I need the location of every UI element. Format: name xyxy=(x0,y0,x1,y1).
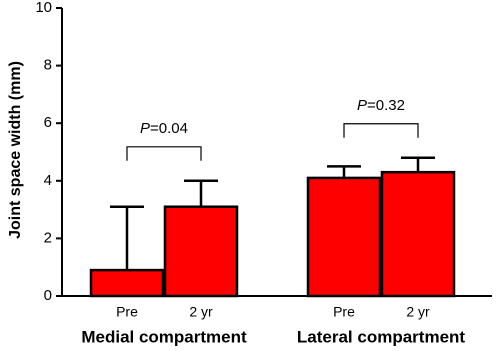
bar xyxy=(306,176,382,298)
p-value-annotation: P=0.32 xyxy=(357,97,405,114)
p-value-annotation: P=0.04 xyxy=(140,120,188,137)
bar xyxy=(380,170,456,298)
bar xyxy=(163,205,239,298)
y-tick-label: 2 xyxy=(44,229,52,246)
y-tick-label: 6 xyxy=(44,114,52,131)
y-tick-label: 0 xyxy=(44,287,52,304)
x-tick-label: 2 yr xyxy=(406,304,430,320)
bar xyxy=(89,268,165,298)
p-value: =0.32 xyxy=(367,97,405,114)
significance-bracket xyxy=(343,123,419,138)
x-tick-label: Pre xyxy=(116,304,138,320)
x-tick-label: 2 yr xyxy=(189,304,213,320)
p-italic: P xyxy=(357,97,367,114)
y-tick-label: 8 xyxy=(44,57,52,74)
significance-bracket xyxy=(126,146,202,161)
y-axis-label: Joint space width (mm) xyxy=(7,61,24,239)
y-tick-label: 4 xyxy=(44,172,52,189)
group-label: Lateral compartment xyxy=(297,327,465,346)
x-tick-label: Pre xyxy=(333,304,355,320)
p-italic: P xyxy=(140,120,150,137)
p-value: =0.04 xyxy=(150,120,188,137)
group-label: Medial compartment xyxy=(81,327,247,346)
y-tick-label: 10 xyxy=(35,0,52,16)
